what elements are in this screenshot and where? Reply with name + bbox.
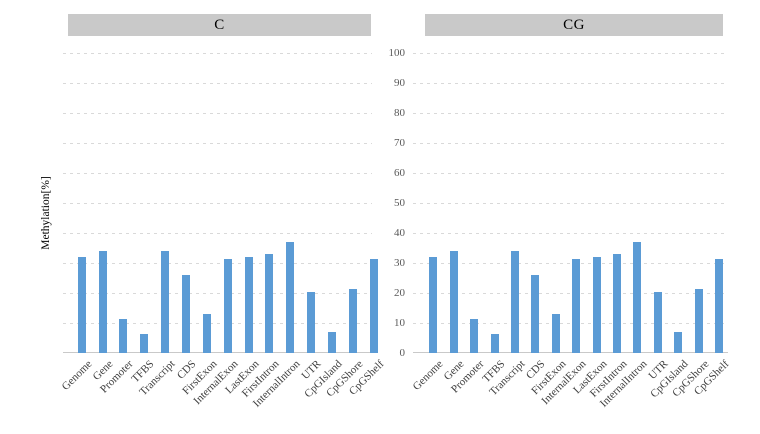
gridline — [413, 113, 728, 114]
bar-internalexon — [572, 258, 581, 353]
y-tick-label: 80 — [394, 106, 405, 119]
bar-genome — [77, 257, 86, 353]
gridline — [63, 263, 372, 264]
x-axis-line — [63, 352, 372, 353]
bar-cpgisland — [674, 332, 683, 353]
y-tick-label: 100 — [388, 46, 406, 59]
gridline — [63, 203, 372, 204]
y-tick-label: 50 — [394, 196, 405, 209]
bar-internalintron — [286, 242, 295, 353]
bar-gene — [449, 251, 458, 353]
y-tick-label: 20 — [394, 286, 405, 299]
bar-internalexon — [223, 258, 232, 353]
y-tick-label: 30 — [394, 256, 405, 269]
bar-firstintron — [265, 254, 274, 353]
bar-firstexon — [551, 314, 560, 353]
x-axis-line — [413, 352, 728, 353]
bar-firstexon — [202, 314, 211, 353]
y-tick-label: 10 — [394, 316, 405, 329]
gridline — [63, 293, 372, 294]
bar-cpgshore — [348, 289, 357, 353]
bar-cds — [531, 275, 540, 353]
y-tick-label: 0 — [399, 346, 406, 359]
bar-promoter — [119, 318, 128, 353]
gridline — [63, 53, 372, 54]
bar-internalintron — [633, 242, 642, 353]
y-tick-label: 90 — [394, 76, 405, 89]
bar-lastexon — [592, 257, 601, 353]
bar-tfbs — [490, 334, 499, 353]
bar-lastexon — [244, 257, 253, 353]
bar-firstintron — [612, 254, 621, 353]
gridline — [413, 173, 728, 174]
bar-transcript — [510, 251, 519, 353]
gridline — [63, 323, 372, 324]
gridline — [63, 143, 372, 144]
gridline — [413, 203, 728, 204]
gridline — [413, 323, 728, 324]
y-tick-label: 60 — [394, 166, 405, 179]
bar-cpgisland — [328, 332, 337, 353]
y-axis-title: Methylation[%] — [40, 176, 52, 250]
gridline — [63, 233, 372, 234]
bar-cpgshore — [694, 289, 703, 353]
y-tick-label: 40 — [394, 226, 405, 239]
y-tick-label: 70 — [394, 136, 405, 149]
gridline — [413, 233, 728, 234]
gridline — [413, 293, 728, 294]
gridline — [413, 53, 728, 54]
bar-cpgshelf — [714, 259, 723, 353]
bar-promoter — [470, 318, 479, 353]
panel-c-header: C — [68, 14, 371, 36]
panel-cg-title: CG — [563, 16, 585, 33]
bar-utr — [307, 291, 316, 353]
gridline — [63, 83, 372, 84]
bar-cpgshelf — [369, 259, 378, 353]
gridline — [413, 143, 728, 144]
bar-utr — [653, 291, 662, 353]
bar-genome — [429, 257, 438, 353]
gridline — [413, 263, 728, 264]
gridline — [413, 83, 728, 84]
gridline — [63, 173, 372, 174]
panel-c-title: C — [214, 16, 225, 33]
bar-gene — [98, 251, 107, 353]
bar-cds — [182, 275, 190, 353]
bar-transcript — [161, 251, 170, 353]
panel-c-plot — [63, 53, 378, 353]
panel-cg-header: CG — [425, 14, 723, 36]
panel-cg-plot — [413, 53, 728, 353]
gridline — [63, 113, 372, 114]
bar-tfbs — [140, 334, 149, 353]
